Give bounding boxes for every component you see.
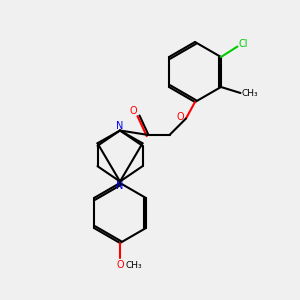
Text: O: O	[130, 106, 137, 116]
Text: CH₃: CH₃	[125, 261, 142, 270]
Text: O: O	[177, 112, 184, 122]
Text: CH₃: CH₃	[241, 88, 258, 98]
Text: N: N	[116, 121, 124, 131]
Text: N: N	[116, 181, 124, 191]
Text: O: O	[116, 260, 124, 271]
Text: Cl: Cl	[239, 38, 248, 49]
